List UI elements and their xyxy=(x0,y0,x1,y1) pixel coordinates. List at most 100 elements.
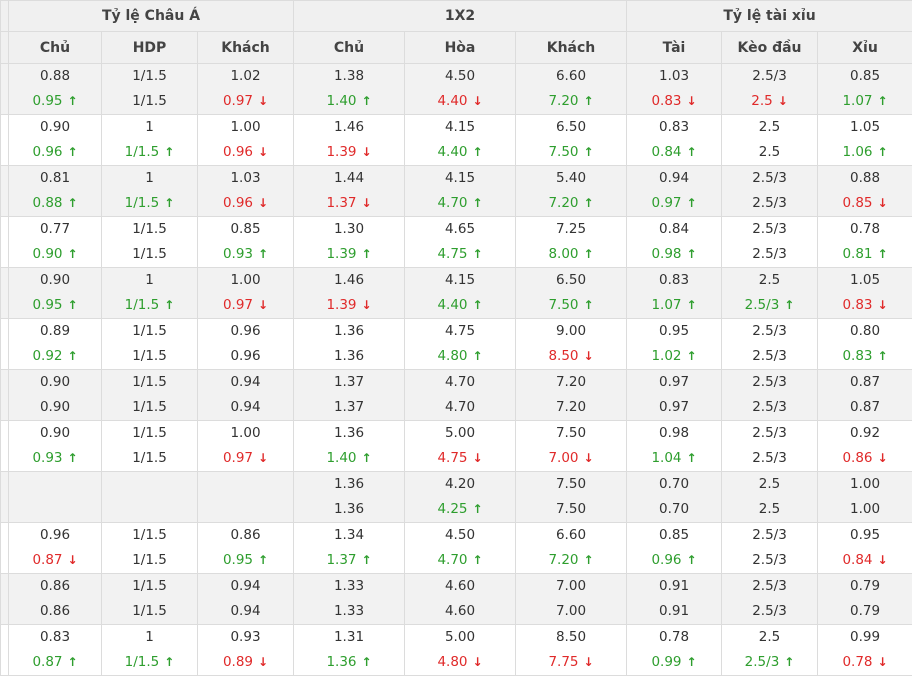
opening-odds-value: 2.5 xyxy=(758,272,781,288)
opening-odds-value: 0.77 xyxy=(39,221,71,237)
cell-ah-away xyxy=(197,471,294,523)
cell-ou-under: 0.88 0.85 ↓ xyxy=(817,165,912,217)
current-odds-value: 2.5/3 xyxy=(752,195,787,211)
cell-1x2-home: 1.31 1.36 ↑ xyxy=(293,624,405,676)
current-odds-value: 8.50 xyxy=(548,348,579,364)
opening-odds-value: 0.95 xyxy=(658,323,690,339)
opening-odds-value: 1 xyxy=(145,272,154,288)
current-odds-value: 4.80 xyxy=(437,654,468,670)
opening-odds-value: 0.70 xyxy=(658,476,690,492)
cell-ou-line: 2.5/3 2.5/3 xyxy=(721,369,819,421)
cell-1x2-away: 6.50 7.50 ↑ xyxy=(514,114,628,166)
cell-ou-under: 0.87 0.87 xyxy=(817,369,912,421)
opening-odds-value: 1/1.5 xyxy=(132,374,167,390)
opening-odds-value: 4.15 xyxy=(444,170,476,186)
opening-odds-value: 1/1.5 xyxy=(132,221,167,237)
cell-1x2-home: 1.34 1.37 ↑ xyxy=(293,522,405,574)
arrow-down-icon: ↓ xyxy=(877,298,888,312)
cell-1x2-draw: 4.75 4.80 ↑ xyxy=(404,318,516,370)
current-odds-value: 0.84 xyxy=(651,144,682,160)
current-odds-value: 0.97 xyxy=(658,399,690,415)
current-odds-value: 0.97 xyxy=(222,297,253,313)
row-edge-cell xyxy=(0,522,9,574)
current-odds-value: 7.20 xyxy=(555,399,587,415)
arrow-down-icon: ↓ xyxy=(67,553,78,567)
table-row: 0.81 0.88 ↑ 1 1/1.5 ↑ 1.03 0.96 ↓ 1.44 1.37 ↓ 4.15 4.… xyxy=(0,165,912,217)
opening-odds-value: 0.81 xyxy=(39,170,71,186)
row-edge-cell xyxy=(0,369,9,421)
opening-odds-value: 2.5/3 xyxy=(752,221,787,237)
current-odds-value: 0.89 xyxy=(222,654,253,670)
cell-1x2-home: 1.33 1.33 xyxy=(293,573,405,625)
arrow-up-icon: ↑ xyxy=(258,553,269,567)
arrow-down-icon: ↓ xyxy=(258,94,269,108)
opening-odds-value: 4.75 xyxy=(444,323,476,339)
opening-odds-value: 1.00 xyxy=(230,272,261,288)
cell-1x2-draw: 4.15 4.70 ↑ xyxy=(404,165,516,217)
opening-odds-value: 2.5/3 xyxy=(752,425,787,441)
arrow-down-icon: ↓ xyxy=(258,196,269,210)
arrow-up-icon: ↑ xyxy=(472,349,483,363)
cell-ah-away: 0.93 0.89 ↓ xyxy=(197,624,294,676)
opening-odds-value: 0.86 xyxy=(230,527,261,543)
cell-1x2-home: 1.46 1.39 ↓ xyxy=(293,114,405,166)
current-odds-value: 1.06 xyxy=(842,144,873,160)
row-edge-cell xyxy=(0,471,9,523)
opening-odds-value: 6.60 xyxy=(555,527,587,543)
opening-odds-value: 0.83 xyxy=(658,272,690,288)
current-odds-value: 0.93 xyxy=(32,450,63,466)
cell-ah-home: 0.83 0.87 ↑ xyxy=(8,624,102,676)
current-odds-value: 0.94 xyxy=(230,603,261,619)
arrow-up-icon: ↑ xyxy=(686,145,697,159)
opening-odds-value: 4.65 xyxy=(444,221,476,237)
arrow-up-icon: ↑ xyxy=(686,196,697,210)
arrow-up-icon: ↑ xyxy=(583,94,594,108)
row-edge-cell xyxy=(0,420,9,472)
arrow-up-icon: ↑ xyxy=(583,247,594,261)
col-header-ou-over: Tài xyxy=(626,31,723,64)
row-edge-cell xyxy=(0,216,9,268)
current-odds-value: 0.83 xyxy=(842,297,873,313)
current-odds-value: 1.36 xyxy=(333,501,365,517)
cell-ou-line: 2.5 2.5/3 ↑ xyxy=(721,267,819,319)
cell-ah-home: 0.90 0.90 xyxy=(8,369,102,421)
arrow-up-icon: ↑ xyxy=(67,196,78,210)
current-odds-value: 1.02 xyxy=(651,348,682,364)
current-odds-value: 0.83 xyxy=(842,348,873,364)
opening-odds-value: 0.91 xyxy=(658,578,690,594)
arrow-up-icon: ↑ xyxy=(686,451,697,465)
arrow-up-icon: ↑ xyxy=(164,298,175,312)
arrow-down-icon: ↓ xyxy=(583,349,594,363)
cell-ou-under: 0.78 0.81 ↑ xyxy=(817,216,912,268)
table-row: 1.36 1.36 4.20 4.25 ↑ 7.50 7.50 0.70 0.70 2.5 2.5 1… xyxy=(0,471,912,523)
opening-odds-value: 1.31 xyxy=(333,629,365,645)
arrow-down-icon: ↓ xyxy=(877,451,888,465)
table-row: 0.90 0.93 ↑ 1/1.5 1/1.5 1.00 0.97 ↓ 1.36 1.40 ↑ 5.0… xyxy=(0,420,912,472)
current-odds-value: 1.37 xyxy=(333,399,365,415)
cell-ou-line: 2.5/3 2.5/3 xyxy=(721,522,819,574)
opening-odds-value: 7.00 xyxy=(555,578,587,594)
opening-odds-value: 0.83 xyxy=(39,629,71,645)
arrow-up-icon: ↑ xyxy=(67,349,78,363)
cell-1x2-away: 8.50 7.75 ↓ xyxy=(514,624,628,676)
opening-odds-value: 1.36 xyxy=(333,323,365,339)
cell-1x2-away: 5.40 7.20 ↑ xyxy=(514,165,628,217)
current-odds-value: 0.97 xyxy=(651,195,682,211)
arrow-down-icon: ↓ xyxy=(686,94,697,108)
arrow-up-icon: ↑ xyxy=(67,247,78,261)
cell-1x2-away: 6.60 7.20 ↑ xyxy=(514,63,628,115)
current-odds-value: 1/1.5 xyxy=(132,246,167,262)
opening-odds-value: 4.50 xyxy=(444,68,476,84)
cell-ou-over: 0.85 0.96 ↑ xyxy=(626,522,723,574)
opening-odds-value: 1.44 xyxy=(333,170,365,186)
cell-1x2-draw: 4.65 4.75 ↑ xyxy=(404,216,516,268)
arrow-up-icon: ↑ xyxy=(877,349,888,363)
current-odds-value: 1.07 xyxy=(651,297,682,313)
opening-odds-value: 0.80 xyxy=(849,323,881,339)
arrow-down-icon: ↓ xyxy=(877,655,888,669)
opening-odds-value: 0.84 xyxy=(658,221,690,237)
group-header-over-under: Tỷ lệ tài xỉu xyxy=(626,0,912,32)
cell-ou-over: 0.83 1.07 ↑ xyxy=(626,267,723,319)
table-row: 0.96 0.87 ↓ 1/1.5 1/1.5 0.86 0.95 ↑ 1.34 1.37 ↑ 4.5… xyxy=(0,522,912,574)
